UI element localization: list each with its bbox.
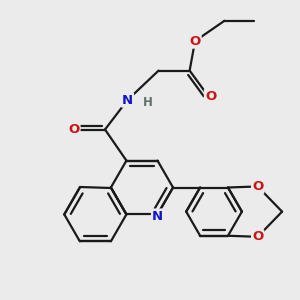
Text: O: O xyxy=(189,34,201,48)
Text: N: N xyxy=(152,209,163,223)
Text: H: H xyxy=(143,96,153,109)
Text: O: O xyxy=(252,230,263,243)
Text: O: O xyxy=(252,180,263,193)
Text: N: N xyxy=(122,94,133,106)
Text: O: O xyxy=(68,123,80,136)
Text: O: O xyxy=(205,90,216,103)
